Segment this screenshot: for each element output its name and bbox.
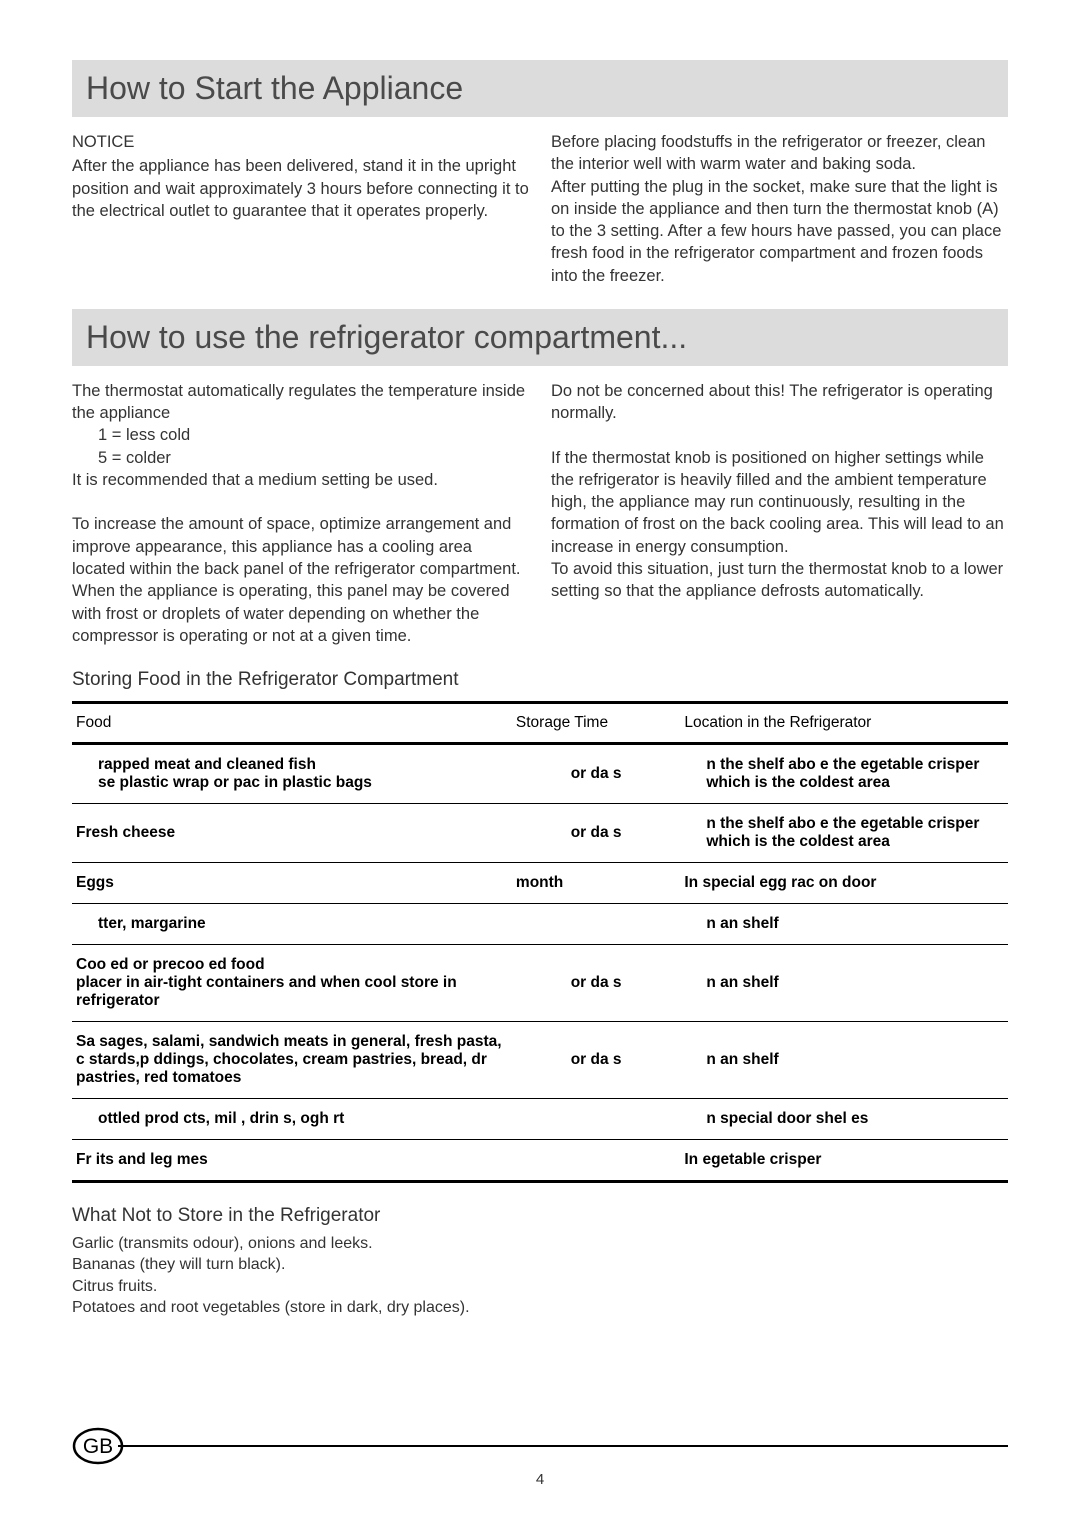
food-cell: Fr its and leg mes	[72, 1140, 512, 1182]
storage-table: Food Storage Time Location in the Refrig…	[72, 701, 1008, 1183]
loc-cell: n special door shel es	[680, 1099, 1008, 1140]
gb-badge: GB	[72, 1427, 124, 1465]
time-cell	[512, 904, 680, 945]
setting-1: 1 = less cold	[72, 424, 529, 446]
section1-right-col: Before placing foodstuffs in the refrige…	[551, 131, 1008, 287]
section1-left-col: NOTICE After the appliance has been deli…	[72, 131, 529, 287]
food-cell: tter, margarine	[72, 904, 512, 945]
table-row: ottled prod cts, mil , drin s, ogh rt n …	[72, 1099, 1008, 1140]
time-cell: or da s	[512, 1022, 680, 1099]
storage-subtitle: Storing Food in the Refrigerator Compart…	[72, 669, 1008, 691]
whatnot-line: Potatoes and root vegetables (store in d…	[72, 1297, 1008, 1319]
food-cell: rapped meat and cleaned fish se plastic …	[72, 744, 512, 804]
section-title: How to use the refrigerator compartment.…	[86, 319, 994, 356]
gb-text: GB	[83, 1435, 113, 1458]
cooling-area-text: To increase the amount of space, optimiz…	[72, 513, 529, 647]
time-cell: or da s	[512, 945, 680, 1022]
table-row: Fresh cheese or da s n the shelf abo e t…	[72, 804, 1008, 863]
time-cell	[512, 1140, 680, 1182]
thermostat-advice: If the thermostat knob is positioned on …	[551, 447, 1008, 603]
what-not-title: What Not to Store in the Refrigerator	[72, 1203, 1008, 1229]
section-header-fridge: How to use the refrigerator compartment.…	[72, 309, 1008, 366]
footer-rule	[118, 1445, 1008, 1447]
page-number: 4	[72, 1471, 1008, 1488]
time-cell: month	[512, 863, 680, 904]
section-header-start: How to Start the Appliance	[72, 60, 1008, 117]
food-cell: ottled prod cts, mil , drin s, ogh rt	[72, 1099, 512, 1140]
loc-cell: n the shelf abo e the egetable crisper w…	[680, 744, 1008, 804]
whatnot-line: Bananas (they will turn black).	[72, 1254, 1008, 1276]
section1-right-text: Before placing foodstuffs in the refrige…	[551, 131, 1008, 287]
food-cell: Fresh cheese	[72, 804, 512, 863]
what-not-block: What Not to Store in the Refrigerator Ga…	[72, 1203, 1008, 1319]
table-row: tter, margarine n an shelf	[72, 904, 1008, 945]
time-cell: or da s	[512, 804, 680, 863]
thermostat-intro: The thermostat automatically regulates t…	[72, 380, 529, 425]
header-time: Storage Time	[512, 703, 680, 744]
header-location: Location in the Refrigerator	[680, 703, 1008, 744]
footer: GB 4	[72, 1427, 1008, 1488]
food-cell: Sa sages, salami, sandwich meats in gene…	[72, 1022, 512, 1099]
table-row: rapped meat and cleaned fish se plastic …	[72, 744, 1008, 804]
section2-left-col: The thermostat automatically regulates t…	[72, 380, 529, 647]
gb-block: GB	[72, 1427, 1008, 1465]
table-row: Eggs month In special egg rac on door	[72, 863, 1008, 904]
setting-5: 5 = colder	[72, 447, 529, 469]
section-title: How to Start the Appliance	[86, 70, 994, 107]
loc-cell: n an shelf	[680, 945, 1008, 1022]
recommend-medium: It is recommended that a medium setting …	[72, 469, 529, 491]
food-cell: Coo ed or precoo ed food placer in air-t…	[72, 945, 512, 1022]
table-row: Coo ed or precoo ed food placer in air-t…	[72, 945, 1008, 1022]
notice-label: NOTICE	[72, 131, 529, 153]
section1-left-text: After the appliance has been delivered, …	[72, 155, 529, 222]
whatnot-line: Citrus fruits.	[72, 1276, 1008, 1298]
section2-columns: The thermostat automatically regulates t…	[72, 380, 1008, 647]
time-cell: or da s	[512, 744, 680, 804]
section2-right-col: Do not be concerned about this! The refr…	[551, 380, 1008, 647]
loc-cell: n the shelf abo e the egetable crisper w…	[680, 804, 1008, 863]
section1-columns: NOTICE After the appliance has been deli…	[72, 131, 1008, 287]
header-food: Food	[72, 703, 512, 744]
table-row: Fr its and leg mes In egetable crisper	[72, 1140, 1008, 1182]
time-cell	[512, 1099, 680, 1140]
loc-cell: n an shelf	[680, 1022, 1008, 1099]
table-row: Sa sages, salami, sandwich meats in gene…	[72, 1022, 1008, 1099]
food-cell: Eggs	[72, 863, 512, 904]
loc-cell: n an shelf	[680, 904, 1008, 945]
loc-cell: In egetable crisper	[680, 1140, 1008, 1182]
whatnot-line: Garlic (transmits odour), onions and lee…	[72, 1233, 1008, 1255]
loc-cell: In special egg rac on door	[680, 863, 1008, 904]
table-header-row: Food Storage Time Location in the Refrig…	[72, 703, 1008, 744]
normal-operation: Do not be concerned about this! The refr…	[551, 380, 1008, 425]
